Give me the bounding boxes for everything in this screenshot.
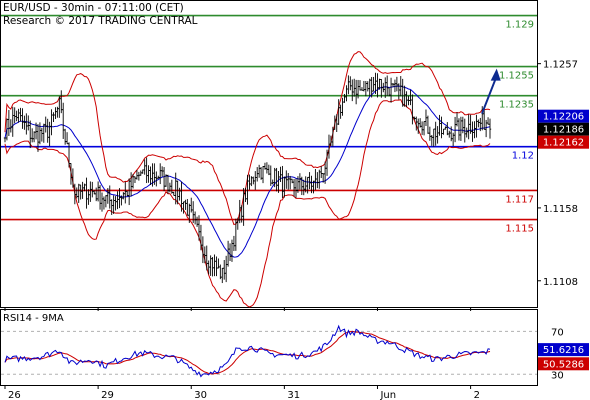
price-badge-2 <box>538 135 589 149</box>
price-badge-label-2: 1.12162 <box>543 138 584 149</box>
axes: 26 29 30 31 Jun 2 1.1257 1.1158 1.1108 1.12206 1.1… <box>4 60 589 400</box>
rsi-tick-label-1: 30 <box>551 370 564 381</box>
rsi-title: RSI14 - 9MA <box>3 313 64 324</box>
chart-title: EUR/USD - 30min - 07:11:00 (CET) <box>3 2 184 14</box>
x-tick-label-4: Jun <box>379 390 396 400</box>
price-badge-1 <box>538 122 589 136</box>
x-tick-label-5: 2 <box>474 390 480 400</box>
y-tick-label-2: 1.1108 <box>543 277 578 288</box>
rsi-badge-0 <box>538 343 589 357</box>
x-tick-label-1: 29 <box>101 390 114 400</box>
x-tick-label-3: 31 <box>287 390 300 400</box>
chart-credit: Research © 2017 TRADING CENTRAL <box>3 15 198 27</box>
rsi-badge-label-1: 50.5286 <box>543 359 584 370</box>
level-label-4: 1.117 <box>505 194 534 205</box>
level-label-5: 1.115 <box>505 224 534 235</box>
rsi-plot-area <box>1 324 537 378</box>
rsi-pane-border <box>0 309 538 386</box>
x-tick-label-2: 30 <box>194 390 207 400</box>
rsi-badge-label-0: 51.6216 <box>543 345 584 356</box>
price-pane-border <box>0 0 538 308</box>
moving-average-line <box>4 85 491 258</box>
price-badge-label-0: 1.12206 <box>543 112 584 123</box>
rsi-tick-label-0: 70 <box>551 327 564 338</box>
level-label-1: 1.1255 <box>499 71 534 82</box>
y-tick-label-1: 1.1158 <box>543 204 578 215</box>
x-tick-label-0: 26 <box>8 390 21 400</box>
y-tick-label-0: 1.1257 <box>543 60 578 71</box>
candle <box>488 118 492 139</box>
level-label-2: 1.1235 <box>499 100 534 111</box>
forecast-arrow-head <box>490 68 501 81</box>
bollinger-lower-line <box>4 99 491 308</box>
rsi-badge-1 <box>538 357 589 371</box>
forecast-arrow-shaft <box>481 78 497 114</box>
price-badge-0 <box>538 109 589 123</box>
rsi-line <box>4 324 491 378</box>
level-label-3: 1.12 <box>512 151 534 162</box>
price-plot-area: 1.129 1.1255 1.1235 1.12 1.117 1.115 <box>1 14 537 308</box>
level-label-0: 1.129 <box>505 20 534 31</box>
price-badge-label-1: 1.12186 <box>543 125 584 136</box>
